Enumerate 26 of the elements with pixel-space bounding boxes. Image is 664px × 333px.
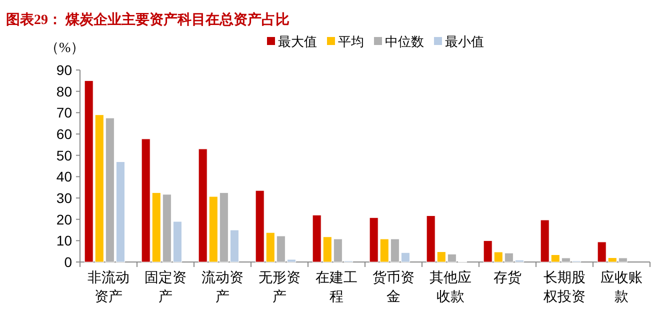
y-tick-label: 0 bbox=[64, 254, 72, 270]
legend-label: 中位数 bbox=[385, 34, 424, 49]
y-tick-label: 50 bbox=[56, 147, 72, 164]
y-tick-label: 20 bbox=[56, 211, 72, 228]
legend-label: 最大值 bbox=[278, 34, 317, 49]
x-tick-label: 长期股权投资 bbox=[542, 270, 586, 305]
x-tick-label: 存货 bbox=[494, 270, 522, 286]
x-tick-label: 无形资产 bbox=[258, 270, 300, 305]
x-tick-label: 非流动资产 bbox=[88, 270, 130, 305]
x-tick-label: 应收账款 bbox=[600, 270, 642, 305]
x-tick-label: 货币资金 bbox=[372, 270, 414, 305]
chart-title: 图表29： 煤炭企业主要资产科目在总资产占比 bbox=[6, 11, 290, 28]
y-axis-title: （%） bbox=[45, 41, 85, 56]
y-tick-label: 30 bbox=[56, 190, 72, 206]
x-tick-label: 其他应收款 bbox=[430, 270, 472, 305]
y-tick-label: 90 bbox=[56, 62, 72, 78]
y-tick-label: 80 bbox=[56, 83, 72, 100]
y-tick-label: 10 bbox=[56, 232, 72, 249]
y-tick-label: 60 bbox=[56, 126, 72, 142]
legend-label: 最小值 bbox=[445, 34, 484, 49]
x-tick-label: 流动资产 bbox=[202, 270, 244, 305]
x-tick-label: 在建工程 bbox=[316, 270, 358, 305]
legend-label: 平均 bbox=[338, 34, 364, 49]
x-tick-label: 固定资产 bbox=[144, 270, 186, 305]
y-tick-label: 40 bbox=[56, 168, 72, 185]
y-tick-label: 70 bbox=[56, 104, 72, 121]
